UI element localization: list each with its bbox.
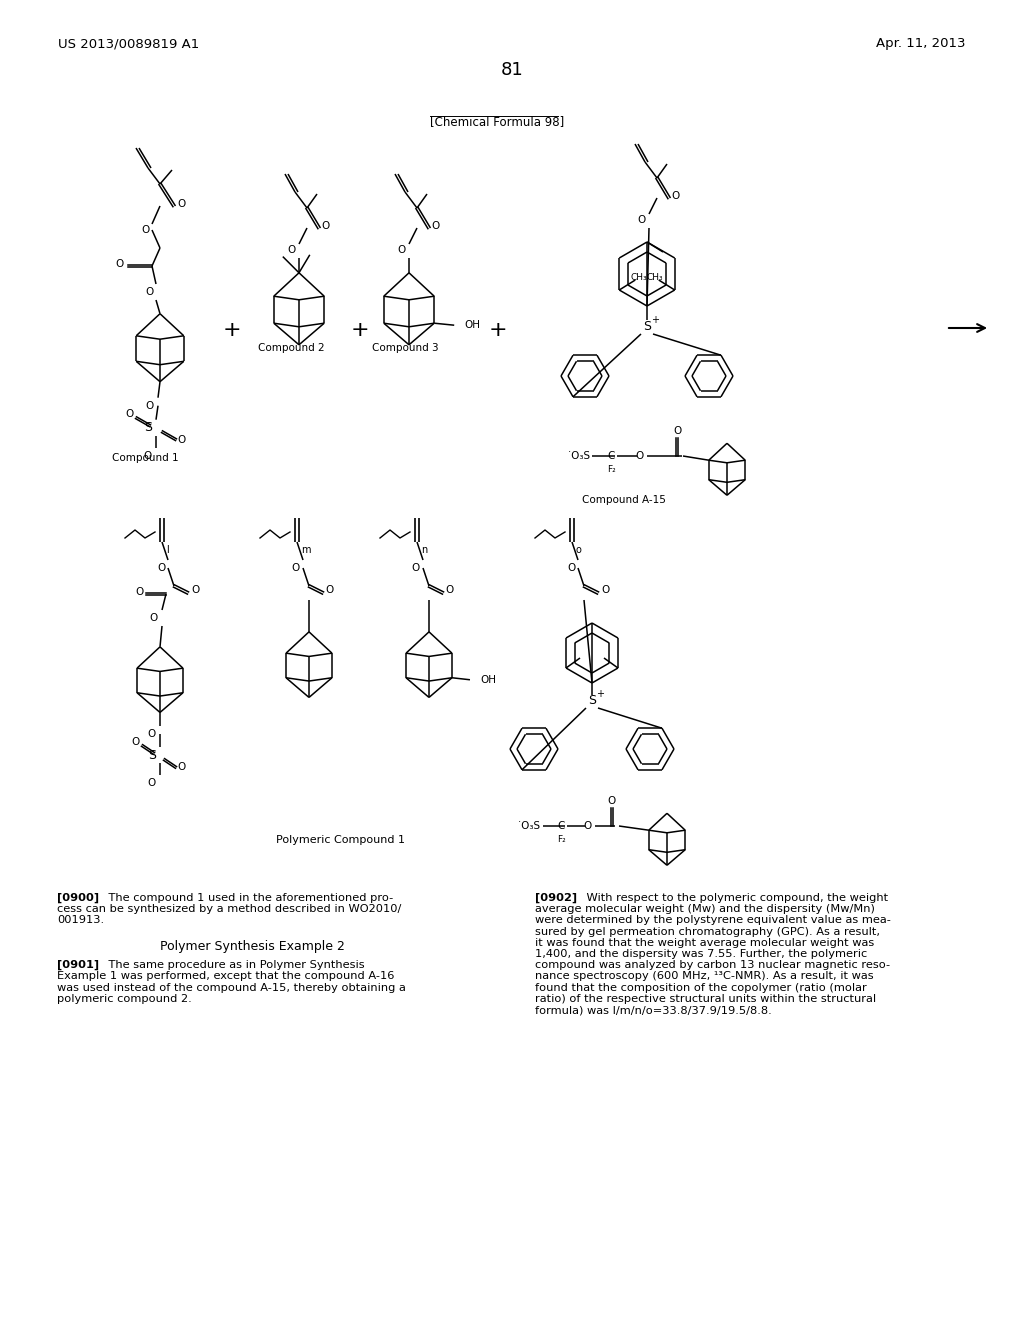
- Text: nance spectroscopy (600 MHz, ¹³C-NMR). As a result, it was: nance spectroscopy (600 MHz, ¹³C-NMR). A…: [535, 972, 873, 981]
- Text: O: O: [321, 220, 329, 231]
- Text: S: S: [144, 421, 152, 434]
- Text: average molecular weight (Mw) and the dispersity (Mw/Mn): average molecular weight (Mw) and the di…: [535, 904, 874, 915]
- Text: S: S: [643, 319, 651, 333]
- Text: S: S: [588, 694, 596, 708]
- Text: +: +: [222, 319, 242, 341]
- Text: Compound A-15: Compound A-15: [582, 495, 666, 506]
- Text: With respect to the polymeric compound, the weight: With respect to the polymeric compound, …: [572, 894, 888, 903]
- Text: O: O: [431, 220, 439, 231]
- Text: 001913.: 001913.: [57, 915, 104, 925]
- Text: +: +: [651, 315, 659, 325]
- Text: found that the composition of the copolymer (ratio (molar: found that the composition of the copoly…: [535, 982, 866, 993]
- Text: O: O: [601, 585, 609, 595]
- Text: O: O: [141, 224, 150, 235]
- Text: F₂: F₂: [606, 466, 615, 474]
- Text: O: O: [145, 286, 155, 297]
- Text: The compound 1 used in the aforementioned pro-: The compound 1 used in the aforementione…: [94, 894, 393, 903]
- Text: O: O: [178, 763, 186, 772]
- Text: O: O: [637, 215, 645, 224]
- Text: m: m: [301, 545, 310, 554]
- Text: O: O: [292, 564, 300, 573]
- Text: O: O: [635, 451, 643, 461]
- Text: ratio) of the respective structural units within the structural: ratio) of the respective structural unit…: [535, 994, 877, 1003]
- Text: O: O: [147, 779, 156, 788]
- Text: O: O: [671, 191, 679, 201]
- Text: O: O: [125, 409, 133, 418]
- Text: CH₃: CH₃: [646, 273, 663, 282]
- Text: n: n: [421, 545, 427, 554]
- Text: Compound 3: Compound 3: [372, 343, 438, 352]
- Text: S: S: [148, 748, 156, 762]
- Text: O: O: [157, 564, 165, 573]
- Text: O: O: [150, 612, 158, 623]
- Text: O: O: [178, 434, 186, 445]
- Text: +: +: [488, 319, 507, 341]
- Text: Compound 2: Compound 2: [258, 343, 325, 352]
- Text: l: l: [166, 545, 169, 554]
- Text: O: O: [412, 564, 420, 573]
- Text: formula) was l/m/n/o=33.8/37.9/19.5/8.8.: formula) was l/m/n/o=33.8/37.9/19.5/8.8.: [535, 1005, 772, 1015]
- Text: cess can be synthesized by a method described in WO2010/: cess can be synthesized by a method desc…: [57, 904, 401, 915]
- Text: O: O: [116, 259, 124, 269]
- Text: Compound 1: Compound 1: [112, 453, 178, 463]
- Text: 81: 81: [501, 61, 523, 79]
- Text: O: O: [326, 585, 334, 595]
- Text: 1,400, and the dispersity was 7.55. Further, the polymeric: 1,400, and the dispersity was 7.55. Furt…: [535, 949, 867, 960]
- Text: Polymeric Compound 1: Polymeric Compound 1: [275, 836, 404, 845]
- Text: ˙O₃S: ˙O₃S: [517, 821, 541, 832]
- Text: Apr. 11, 2013: Apr. 11, 2013: [877, 37, 966, 50]
- Text: F₂: F₂: [557, 834, 565, 843]
- Text: [0900]: [0900]: [57, 894, 99, 903]
- Text: O: O: [190, 585, 199, 595]
- Text: O: O: [136, 587, 144, 597]
- Text: The same procedure as in Polymer Synthesis: The same procedure as in Polymer Synthes…: [94, 960, 365, 970]
- Text: O: O: [287, 246, 295, 255]
- Text: [0902]: [0902]: [535, 894, 578, 903]
- Text: O: O: [583, 821, 591, 832]
- Text: ˙O₃S: ˙O₃S: [567, 451, 591, 461]
- Text: polymeric compound 2.: polymeric compound 2.: [57, 994, 191, 1003]
- Text: O: O: [567, 564, 575, 573]
- Text: [Chemical Formula 98]: [Chemical Formula 98]: [430, 116, 564, 128]
- Text: OH: OH: [480, 675, 496, 685]
- Text: OH: OH: [464, 321, 480, 330]
- Text: [0901]: [0901]: [57, 960, 99, 970]
- Text: O: O: [132, 738, 140, 747]
- Text: compound was analyzed by carbon 13 nuclear magnetic reso-: compound was analyzed by carbon 13 nucle…: [535, 960, 890, 970]
- Text: was used instead of the compound A-15, thereby obtaining a: was used instead of the compound A-15, t…: [57, 982, 406, 993]
- Text: US 2013/0089819 A1: US 2013/0089819 A1: [58, 37, 200, 50]
- Text: O: O: [177, 199, 185, 209]
- Text: were determined by the polystyrene equivalent value as mea-: were determined by the polystyrene equiv…: [535, 915, 891, 925]
- Text: o: o: [575, 545, 582, 554]
- Text: +: +: [350, 319, 370, 341]
- Text: O: O: [608, 796, 616, 807]
- Text: CH₃: CH₃: [631, 273, 647, 282]
- Text: O: O: [397, 246, 406, 255]
- Text: sured by gel permeation chromatography (GPC). As a result,: sured by gel permeation chromatography (…: [535, 927, 880, 937]
- Text: O: O: [144, 450, 153, 461]
- Text: O: O: [147, 730, 156, 739]
- Text: O: O: [145, 401, 155, 411]
- Text: C: C: [607, 451, 614, 461]
- Text: C: C: [557, 821, 564, 832]
- Text: Example 1 was performed, except that the compound A-16: Example 1 was performed, except that the…: [57, 972, 394, 981]
- Text: O: O: [445, 585, 454, 595]
- Text: +: +: [596, 689, 604, 700]
- Text: it was found that the weight average molecular weight was: it was found that the weight average mol…: [535, 937, 874, 948]
- Text: Polymer Synthesis Example 2: Polymer Synthesis Example 2: [160, 940, 344, 953]
- Text: O: O: [673, 426, 681, 436]
